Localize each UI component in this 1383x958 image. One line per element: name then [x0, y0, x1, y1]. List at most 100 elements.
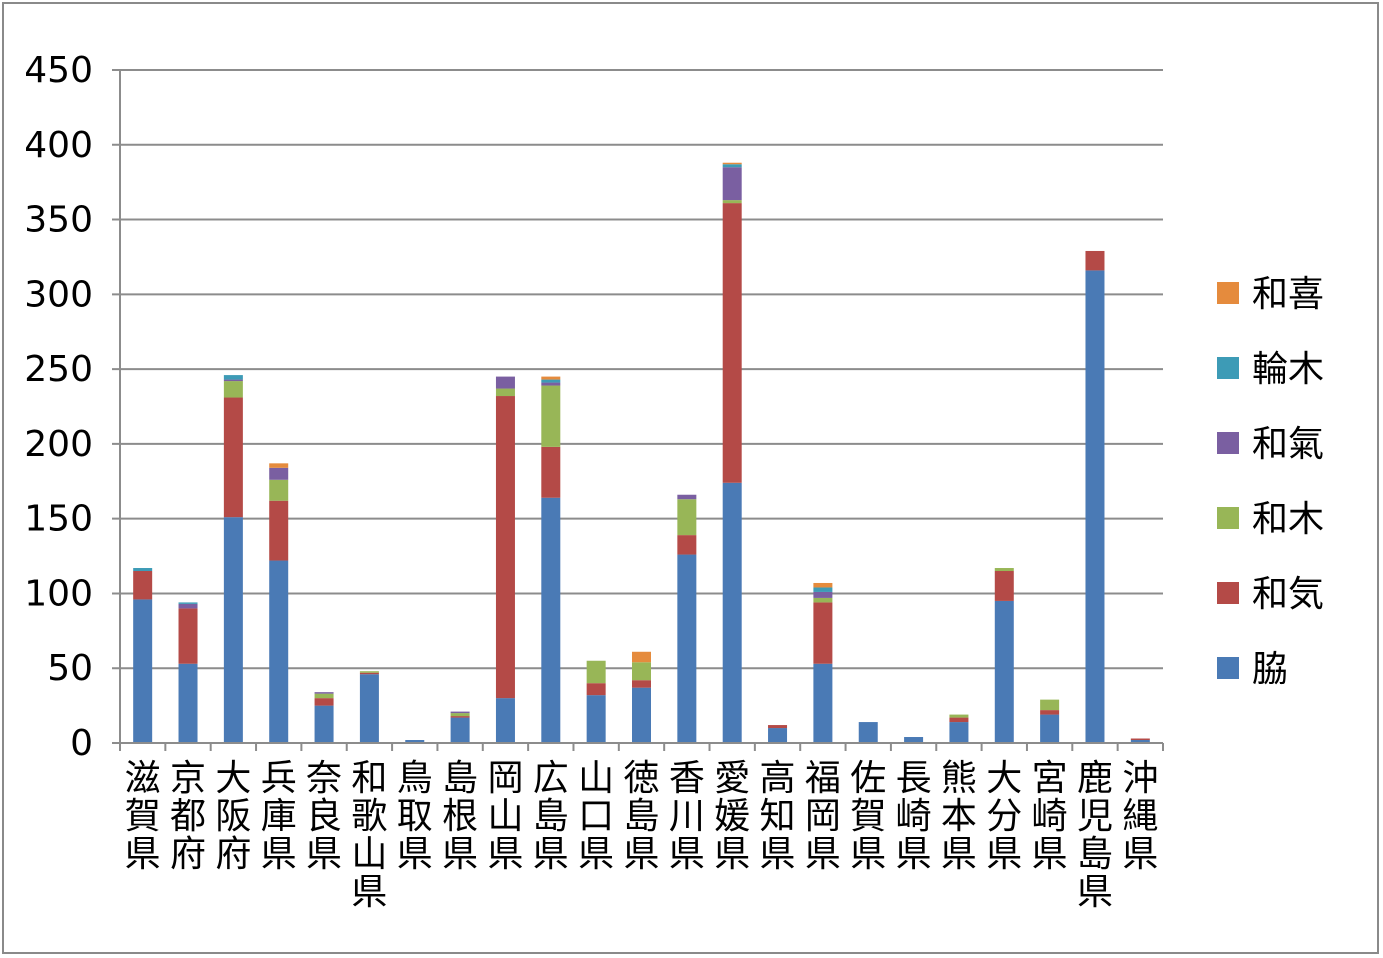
y-tick-label: 400: [24, 125, 93, 166]
bar-segment: [495, 698, 515, 743]
bar-segment: [722, 164, 742, 168]
bar-segment: [541, 379, 561, 383]
x-tick-label: 愛媛県: [714, 758, 750, 875]
bar-segment: [586, 683, 606, 696]
x-tick-label: 長崎県: [896, 758, 932, 875]
bar-segment: [405, 740, 425, 743]
bar-segment: [541, 382, 561, 386]
bar-segment: [813, 602, 833, 664]
x-tick-label: 奈良県: [306, 758, 342, 875]
bar-segment: [450, 713, 470, 717]
bar-segment: [314, 698, 334, 706]
bar-segment: [813, 582, 833, 588]
bar-segment: [768, 728, 788, 743]
bar-segment: [223, 375, 243, 380]
bar-segment: [133, 571, 153, 600]
bar-segment: [722, 200, 742, 204]
bar-segment: [450, 717, 470, 743]
bar-segment: [632, 662, 651, 681]
bar-segment: [994, 568, 1014, 572]
bar-segment: [314, 692, 334, 694]
y-tick-label: 450: [24, 50, 93, 91]
bar-segment: [677, 535, 697, 555]
legend-swatch: [1217, 507, 1239, 529]
bar-segment: [1040, 714, 1060, 743]
bar-segment: [314, 705, 334, 743]
bar-segment: [722, 203, 742, 483]
x-tick-label: 岡山県: [487, 758, 523, 875]
bar-segment: [269, 500, 289, 561]
x-tick-label: 兵庫県: [261, 758, 297, 875]
bar-segment: [359, 672, 379, 675]
bar-segment: [949, 717, 969, 723]
bar-segment: [1085, 250, 1105, 271]
bar-segment: [541, 497, 561, 743]
bar-segment: [722, 162, 742, 165]
bars: [133, 162, 1150, 743]
bar-segment: [178, 603, 198, 609]
bar-segment: [541, 446, 561, 498]
bar-segment: [813, 663, 833, 743]
bar-segment: [269, 560, 289, 743]
legend-label: 脇: [1252, 649, 1288, 690]
x-tick-label: 島根県: [442, 758, 478, 875]
bar-segment: [178, 608, 198, 664]
y-tick-label: 100: [24, 573, 93, 614]
bar-segment: [722, 167, 742, 201]
bar-segment: [677, 499, 697, 536]
bar-segment: [178, 602, 198, 604]
bar-segment: [768, 725, 788, 729]
x-axis-tick-labels: 滋賀県京都府大阪府兵庫県奈良県和歌山県鳥取県島根県岡山県広島県山口県徳島県香川県…: [125, 758, 1159, 913]
legend-label: 輪木: [1252, 349, 1324, 390]
bar-segment: [858, 722, 878, 743]
legend-label: 和喜: [1252, 274, 1324, 315]
y-tick-label: 50: [47, 648, 93, 689]
x-tick-label: 大阪府: [215, 758, 251, 875]
bar-segment: [450, 711, 470, 714]
bar-segment: [1130, 740, 1150, 743]
bar-segment: [949, 714, 969, 718]
bar-segment: [813, 597, 833, 603]
bar-segment: [178, 663, 198, 743]
bar-segment: [722, 482, 742, 743]
bar-segment: [632, 687, 651, 743]
x-tick-label: 福岡県: [805, 758, 841, 875]
y-axis-tick-labels: 0 50 100 150 200 250 300 350 400 450: [24, 50, 93, 764]
x-tick-label: 熊本県: [941, 758, 977, 875]
legend-swatch: [1217, 282, 1239, 304]
legend-swatch: [1217, 432, 1239, 454]
bar-segment: [223, 379, 243, 382]
bar-segment: [1040, 699, 1060, 711]
bar-segment: [1085, 270, 1105, 743]
bar-segment: [541, 376, 561, 380]
y-tick-label: 200: [24, 424, 93, 465]
x-tick-label: 徳島県: [623, 758, 659, 875]
legend-label: 和木: [1252, 499, 1324, 540]
bar-segment: [269, 479, 289, 501]
bar-segment: [133, 599, 153, 743]
x-tick-label: 和歌山県: [351, 758, 387, 913]
bar-segment: [223, 517, 243, 743]
bar-segment: [1130, 738, 1150, 741]
legend-label: 和気: [1252, 574, 1324, 615]
bar-segment: [223, 381, 243, 398]
bar-segment: [586, 660, 606, 684]
bar-segment: [813, 591, 833, 598]
x-tick-label: 広島県: [533, 758, 569, 875]
legend-label: 和氣: [1252, 424, 1324, 465]
x-tick-label: 滋賀県: [125, 758, 161, 875]
bar-segment: [269, 463, 289, 468]
bar-segment: [359, 674, 379, 743]
bar-segment: [269, 467, 289, 480]
bar-segment: [586, 695, 606, 743]
x-tick-label: 大分県: [986, 758, 1022, 875]
bar-segment: [949, 722, 969, 743]
x-tick-label: 鳥取県: [397, 758, 433, 875]
bar-segment: [495, 396, 515, 699]
x-tick-label: 高知県: [760, 758, 796, 875]
legend-swatch: [1217, 657, 1239, 679]
bar-segment: [904, 737, 924, 743]
bar-segment: [541, 385, 561, 447]
